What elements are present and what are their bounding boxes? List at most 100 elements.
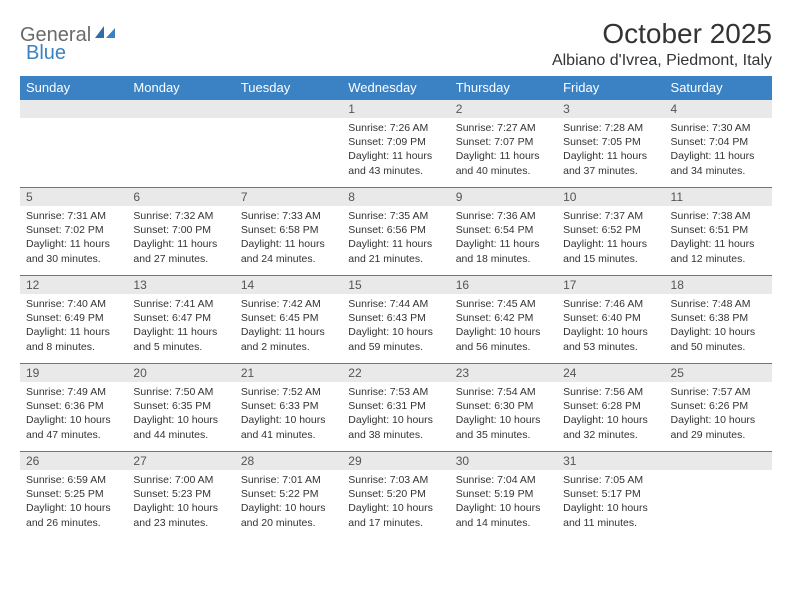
day-header: Friday [557,76,664,99]
calendar-cell: 8Sunrise: 7:35 AMSunset: 6:56 PMDaylight… [342,187,449,275]
calendar-cell: 21Sunrise: 7:52 AMSunset: 6:33 PMDayligh… [235,363,342,451]
calendar-cell [665,451,772,539]
day-number: 16 [450,275,557,294]
day-details: Sunrise: 7:35 AMSunset: 6:56 PMDaylight:… [342,206,449,272]
calendar-cell: 14Sunrise: 7:42 AMSunset: 6:45 PMDayligh… [235,275,342,363]
calendar-cell: 17Sunrise: 7:46 AMSunset: 6:40 PMDayligh… [557,275,664,363]
day-number: 4 [665,99,772,118]
day-details: Sunrise: 7:38 AMSunset: 6:51 PMDaylight:… [665,206,772,272]
day-details: Sunrise: 7:44 AMSunset: 6:43 PMDaylight:… [342,294,449,360]
day-details: Sunrise: 7:48 AMSunset: 6:38 PMDaylight:… [665,294,772,360]
calendar-cell: 30Sunrise: 7:04 AMSunset: 5:19 PMDayligh… [450,451,557,539]
day-number: 3 [557,99,664,118]
day-number: 18 [665,275,772,294]
logo-text-blue: Blue [26,42,66,64]
calendar-cell [20,99,127,187]
calendar-cell: 6Sunrise: 7:32 AMSunset: 7:00 PMDaylight… [127,187,234,275]
day-number: 21 [235,363,342,382]
calendar-cell: 1Sunrise: 7:26 AMSunset: 7:09 PMDaylight… [342,99,449,187]
day-number: 19 [20,363,127,382]
day-number: 1 [342,99,449,118]
day-number: 10 [557,187,664,206]
day-details: Sunrise: 7:28 AMSunset: 7:05 PMDaylight:… [557,118,664,184]
day-details: Sunrise: 7:45 AMSunset: 6:42 PMDaylight:… [450,294,557,360]
calendar-cell: 26Sunrise: 6:59 AMSunset: 5:25 PMDayligh… [20,451,127,539]
day-details: Sunrise: 7:00 AMSunset: 5:23 PMDaylight:… [127,470,234,536]
day-details: Sunrise: 7:52 AMSunset: 6:33 PMDaylight:… [235,382,342,448]
day-number: 23 [450,363,557,382]
calendar-cell: 31Sunrise: 7:05 AMSunset: 5:17 PMDayligh… [557,451,664,539]
day-number: 8 [342,187,449,206]
calendar-cell: 22Sunrise: 7:53 AMSunset: 6:31 PMDayligh… [342,363,449,451]
day-details: Sunrise: 7:03 AMSunset: 5:20 PMDaylight:… [342,470,449,536]
day-details: Sunrise: 7:36 AMSunset: 6:54 PMDaylight:… [450,206,557,272]
calendar-cell: 9Sunrise: 7:36 AMSunset: 6:54 PMDaylight… [450,187,557,275]
calendar-table: Sunday Monday Tuesday Wednesday Thursday… [20,76,772,539]
day-details: Sunrise: 7:53 AMSunset: 6:31 PMDaylight:… [342,382,449,448]
day-number: 17 [557,275,664,294]
calendar-cell: 2Sunrise: 7:27 AMSunset: 7:07 PMDaylight… [450,99,557,187]
day-details: Sunrise: 7:57 AMSunset: 6:26 PMDaylight:… [665,382,772,448]
calendar-cell: 16Sunrise: 7:45 AMSunset: 6:42 PMDayligh… [450,275,557,363]
calendar-cell: 23Sunrise: 7:54 AMSunset: 6:30 PMDayligh… [450,363,557,451]
day-number [665,451,772,470]
day-number: 29 [342,451,449,470]
day-details: Sunrise: 7:42 AMSunset: 6:45 PMDaylight:… [235,294,342,360]
calendar-cell: 27Sunrise: 7:00 AMSunset: 5:23 PMDayligh… [127,451,234,539]
day-header: Thursday [450,76,557,99]
day-header: Saturday [665,76,772,99]
day-number: 26 [20,451,127,470]
day-details: Sunrise: 7:01 AMSunset: 5:22 PMDaylight:… [235,470,342,536]
day-number: 22 [342,363,449,382]
day-header: Tuesday [235,76,342,99]
day-number: 6 [127,187,234,206]
day-header: Sunday [20,76,127,99]
day-details: Sunrise: 7:31 AMSunset: 7:02 PMDaylight:… [20,206,127,272]
day-number: 31 [557,451,664,470]
day-header: Monday [127,76,234,99]
calendar-week-row: 12Sunrise: 7:40 AMSunset: 6:49 PMDayligh… [20,275,772,363]
title-block: October 2025 Albiano d'Ivrea, Piedmont, … [552,18,772,70]
day-details: Sunrise: 7:33 AMSunset: 6:58 PMDaylight:… [235,206,342,272]
day-number [235,99,342,118]
day-details: Sunrise: 7:54 AMSunset: 6:30 PMDaylight:… [450,382,557,448]
calendar-cell [127,99,234,187]
calendar-cell: 5Sunrise: 7:31 AMSunset: 7:02 PMDaylight… [20,187,127,275]
day-number [127,99,234,118]
day-details: Sunrise: 7:37 AMSunset: 6:52 PMDaylight:… [557,206,664,272]
day-details: Sunrise: 7:05 AMSunset: 5:17 PMDaylight:… [557,470,664,536]
day-details: Sunrise: 7:56 AMSunset: 6:28 PMDaylight:… [557,382,664,448]
calendar-week-row: 1Sunrise: 7:26 AMSunset: 7:09 PMDaylight… [20,99,772,187]
day-details: Sunrise: 7:04 AMSunset: 5:19 PMDaylight:… [450,470,557,536]
calendar-cell: 13Sunrise: 7:41 AMSunset: 6:47 PMDayligh… [127,275,234,363]
calendar-cell [235,99,342,187]
calendar-cell: 28Sunrise: 7:01 AMSunset: 5:22 PMDayligh… [235,451,342,539]
day-number: 27 [127,451,234,470]
calendar-cell: 20Sunrise: 7:50 AMSunset: 6:35 PMDayligh… [127,363,234,451]
day-details: Sunrise: 7:50 AMSunset: 6:35 PMDaylight:… [127,382,234,448]
calendar-week-row: 26Sunrise: 6:59 AMSunset: 5:25 PMDayligh… [20,451,772,539]
day-number: 11 [665,187,772,206]
calendar-cell: 15Sunrise: 7:44 AMSunset: 6:43 PMDayligh… [342,275,449,363]
day-number: 24 [557,363,664,382]
calendar-cell: 11Sunrise: 7:38 AMSunset: 6:51 PMDayligh… [665,187,772,275]
calendar-cell: 29Sunrise: 7:03 AMSunset: 5:20 PMDayligh… [342,451,449,539]
day-details: Sunrise: 7:26 AMSunset: 7:09 PMDaylight:… [342,118,449,184]
calendar-cell: 25Sunrise: 7:57 AMSunset: 6:26 PMDayligh… [665,363,772,451]
day-number: 5 [20,187,127,206]
calendar-cell: 7Sunrise: 7:33 AMSunset: 6:58 PMDaylight… [235,187,342,275]
day-number: 12 [20,275,127,294]
header: General October 2025 Albiano d'Ivrea, Pi… [20,18,772,70]
day-header: Wednesday [342,76,449,99]
day-number: 9 [450,187,557,206]
logo-text-blue-wrap: Blue [26,42,66,65]
calendar-cell: 3Sunrise: 7:28 AMSunset: 7:05 PMDaylight… [557,99,664,187]
month-title: October 2025 [552,18,772,50]
calendar-cell: 12Sunrise: 7:40 AMSunset: 6:49 PMDayligh… [20,275,127,363]
day-details: Sunrise: 7:41 AMSunset: 6:47 PMDaylight:… [127,294,234,360]
day-details: Sunrise: 7:40 AMSunset: 6:49 PMDaylight:… [20,294,127,360]
day-details: Sunrise: 7:30 AMSunset: 7:04 PMDaylight:… [665,118,772,184]
calendar-cell: 24Sunrise: 7:56 AMSunset: 6:28 PMDayligh… [557,363,664,451]
calendar-week-row: 5Sunrise: 7:31 AMSunset: 7:02 PMDaylight… [20,187,772,275]
calendar-cell: 10Sunrise: 7:37 AMSunset: 6:52 PMDayligh… [557,187,664,275]
